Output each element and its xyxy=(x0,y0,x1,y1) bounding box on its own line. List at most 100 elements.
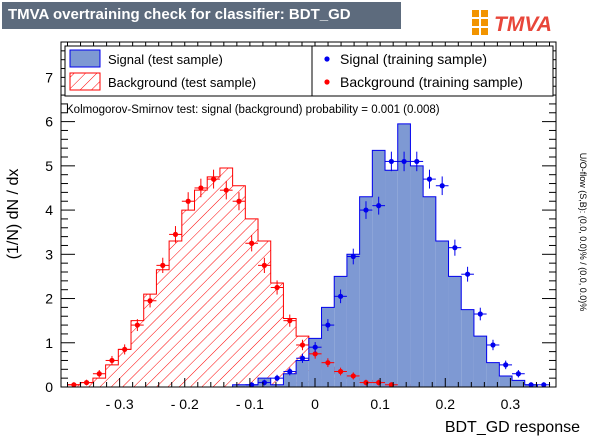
x-tick-label: 0.3 xyxy=(501,396,521,412)
signal-training-point xyxy=(287,368,293,375)
x-axis-label: BDT_GD response xyxy=(445,419,580,436)
background-test-bin xyxy=(283,318,297,387)
background-training-point xyxy=(83,379,90,386)
signal-test-bin xyxy=(410,165,424,387)
background-training-point xyxy=(312,351,318,357)
signal-training-point xyxy=(414,158,420,165)
background-training-point xyxy=(160,262,166,268)
signal-test-bin xyxy=(486,362,500,387)
signal-training-point xyxy=(337,293,344,299)
signal-training-point xyxy=(299,355,306,361)
background-test-bin xyxy=(219,168,233,387)
signal-test-bin xyxy=(461,309,474,387)
background-test-histogram xyxy=(67,167,551,387)
signal-training-point xyxy=(503,362,509,368)
y-tick-label: 3 xyxy=(45,246,53,262)
background-test-bin xyxy=(118,349,132,387)
signal-test-bin xyxy=(512,380,525,387)
signal-training-point xyxy=(350,253,356,260)
y-tick-label: 2 xyxy=(45,291,53,307)
signal-training-point xyxy=(515,371,521,377)
x-tick-label: 0.2 xyxy=(436,396,456,412)
signal-test-bin xyxy=(232,384,246,387)
legend-label: Background (test sample) xyxy=(108,75,256,90)
signal-test-bin xyxy=(321,307,335,387)
signal-training-point xyxy=(541,382,547,387)
signal-test-bin xyxy=(283,373,297,387)
logo-square xyxy=(481,19,488,26)
background-test-bin xyxy=(270,283,284,387)
logo-square xyxy=(472,28,479,35)
background-training-point xyxy=(299,342,306,348)
y-tick-label: 5 xyxy=(45,158,53,174)
background-training-point xyxy=(223,187,229,193)
background-test-bin xyxy=(194,190,208,387)
logo-square xyxy=(481,10,488,17)
y-axis-label: (1/N) dN / dx xyxy=(5,169,22,260)
background-training-point xyxy=(363,379,369,386)
background-training-point xyxy=(198,185,204,191)
y-tick-label: 7 xyxy=(45,69,53,85)
background-test-outline xyxy=(67,167,551,387)
signal-test-bin xyxy=(385,170,398,387)
background-training-point xyxy=(236,198,242,204)
y-tick-label: 0 xyxy=(45,379,53,395)
title-bar: TMVA overtraining check for classifier: … xyxy=(2,2,401,29)
background-test-bin xyxy=(207,176,220,387)
signal-training-points xyxy=(245,151,551,387)
background-training-point xyxy=(325,360,331,366)
ks-annotation: Kolmogorov-Smirnov test: signal (backgro… xyxy=(66,104,440,116)
x-tick-label: - 0.1 xyxy=(236,396,264,412)
y-tick-label: 1 xyxy=(45,335,53,351)
logo-square xyxy=(472,10,479,17)
legend-label: Signal (test sample) xyxy=(108,52,223,67)
background-training-point xyxy=(337,368,344,375)
signal-training-point xyxy=(388,158,394,165)
background-training-point xyxy=(134,322,140,328)
signal-test-bin xyxy=(473,336,487,387)
background-training-point xyxy=(172,231,179,238)
signal-test-bin xyxy=(270,384,284,387)
plot-frame xyxy=(60,41,557,388)
signal-training-point xyxy=(477,311,483,317)
background-training-point xyxy=(274,284,280,291)
signal-test-bin xyxy=(423,196,436,387)
signal-test-bin xyxy=(397,123,411,387)
background-test-bin xyxy=(181,210,195,387)
signal-training-point xyxy=(528,382,534,387)
signal-test-bin xyxy=(435,241,449,387)
legend-swatch-background-test xyxy=(69,72,101,91)
background-training-point xyxy=(287,318,293,324)
background-test-bin xyxy=(131,320,144,387)
signal-training-point xyxy=(464,271,471,277)
background-training-point xyxy=(109,357,115,364)
legend: Signal (test sample) Signal (training sam… xyxy=(64,45,554,97)
signal-training-point xyxy=(274,375,280,381)
tmva-logo: TMVA xyxy=(472,10,552,36)
x-tick-label: 0 xyxy=(311,396,319,412)
legend-marker-background-training xyxy=(324,79,330,85)
signal-training-point xyxy=(490,342,496,348)
background-training-points xyxy=(67,169,398,387)
legend-marker-signal-training xyxy=(324,56,330,62)
signal-training-point xyxy=(325,322,331,328)
signal-test-bin xyxy=(448,276,462,387)
signal-test-histogram xyxy=(67,123,551,387)
y-tick-label: 6 xyxy=(45,114,53,130)
legend-label: Signal (training sample) xyxy=(340,51,487,67)
signal-test-bin xyxy=(372,150,386,387)
overflow-note: U/O-flow (S,B): (0.0, 0.0)% / (0.0, 0.0)… xyxy=(578,153,588,312)
signal-test-bin xyxy=(308,338,322,387)
signal-training-point xyxy=(376,203,382,209)
signal-test-bin xyxy=(359,196,373,387)
signal-test-bin xyxy=(499,375,513,387)
background-test-bin xyxy=(105,364,119,387)
background-test-bin xyxy=(143,294,157,387)
signal-training-point xyxy=(401,158,407,165)
background-training-point xyxy=(71,382,77,387)
background-test-bin xyxy=(92,378,106,387)
background-test-bin xyxy=(258,241,271,387)
legend-box-training xyxy=(311,45,554,97)
background-training-point xyxy=(350,373,356,379)
logo-text: TMVA xyxy=(494,13,552,36)
